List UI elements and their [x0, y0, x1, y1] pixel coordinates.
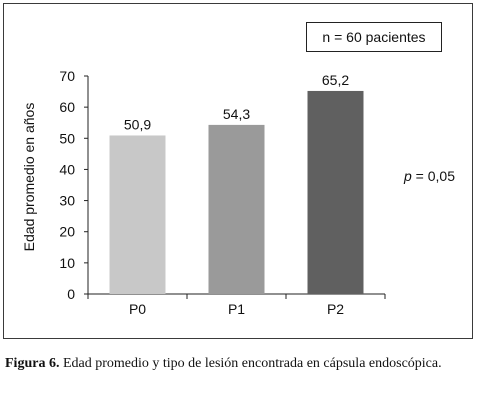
data-label: 65,2	[322, 72, 349, 88]
p-value-text: = 0,05	[411, 168, 455, 184]
y-tick-label: 70	[59, 68, 75, 84]
bar-p2	[307, 90, 364, 294]
caption-text: Edad promedio y tipo de lesión encontrad…	[59, 356, 442, 371]
sample-size-box: n = 60 pacientes	[306, 22, 442, 52]
y-tick-label: 50	[59, 130, 75, 146]
labels: 0 10 20 30 40 50 60 70 50,9 P0 54,3 P1 65,2 P2	[59, 68, 349, 317]
y-tick-label: 60	[59, 99, 75, 115]
y-tick-label: 20	[59, 224, 75, 240]
p-value-annotation: p = 0,05	[404, 168, 455, 184]
bars	[109, 90, 364, 294]
figure-caption: Figura 6. Edad promedio y tipo de lesión…	[5, 355, 475, 373]
bar-p1	[208, 124, 265, 294]
p-symbol: p	[404, 168, 412, 184]
x-tick-label: P0	[129, 301, 146, 317]
x-tick-label: P2	[327, 301, 344, 317]
x-tick-label: P1	[228, 301, 245, 317]
bar-p0	[109, 135, 166, 294]
caption-label: Figura 6.	[5, 356, 60, 371]
data-label: 50,9	[124, 116, 151, 132]
data-label: 54,3	[223, 106, 250, 122]
bar-chart: 0 10 20 30 40 50 60 70 50,9 P0 54,3 P1 65,2 P2	[59, 68, 386, 317]
y-tick-label: 40	[59, 161, 75, 177]
y-tick-label: 30	[59, 193, 75, 209]
y-tick-label: 0	[67, 286, 75, 302]
sample-size-text: n = 60 pacientes	[322, 29, 426, 45]
y-tick-label: 10	[59, 255, 75, 271]
